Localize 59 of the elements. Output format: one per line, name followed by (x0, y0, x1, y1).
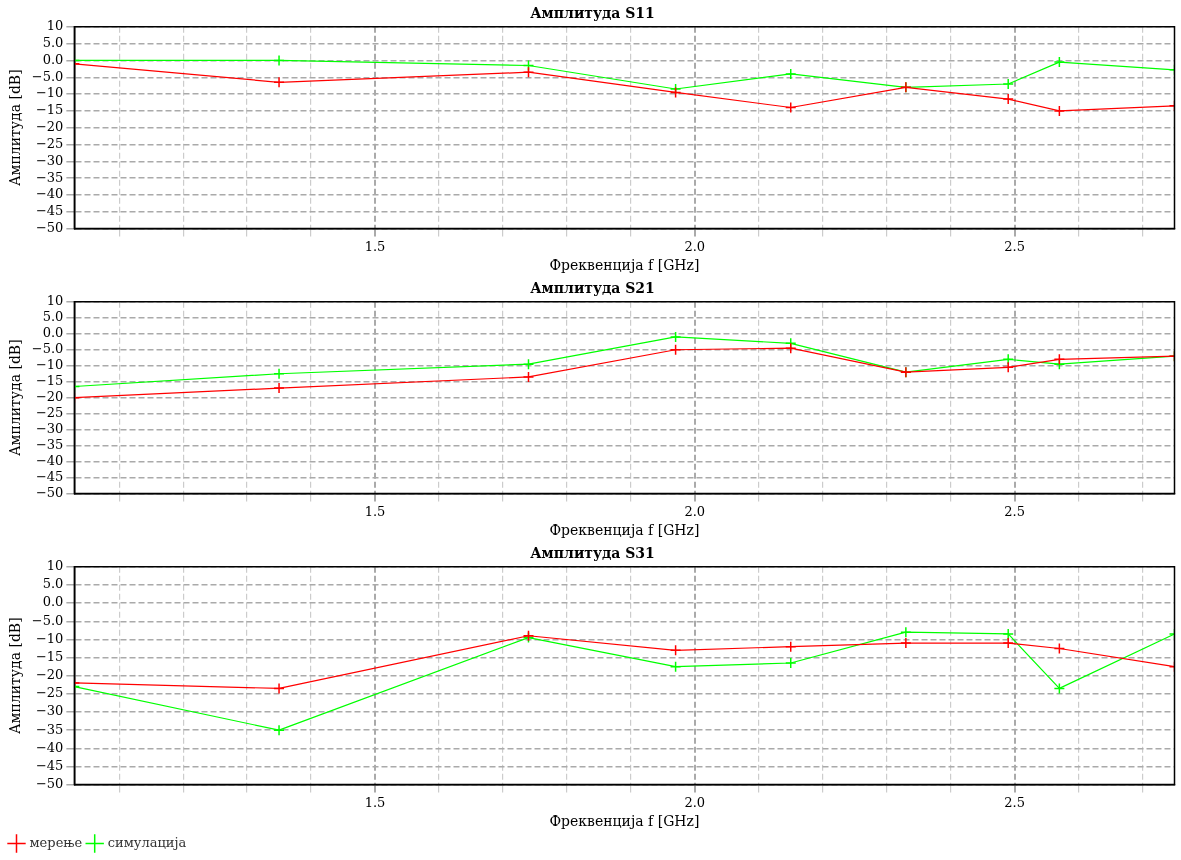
y-tick-label: 5.0 (42, 309, 64, 325)
y-tick-label: −35 (35, 437, 64, 453)
y-tick-label: 10 (46, 18, 64, 34)
y-axis-title: Амплитуда [dB] (7, 617, 24, 735)
y-tick-label: −20 (35, 667, 64, 683)
y-tick-label: −20 (35, 389, 64, 405)
y-tick-label: −35 (35, 721, 64, 737)
y-tick-label: 0.0 (42, 594, 64, 610)
x-tick-label: 1.5 (364, 503, 386, 519)
y-tick-label: −50 (35, 219, 64, 235)
y-tick-label: 0.0 (42, 325, 64, 341)
y-axis-title: Амплитуда [dB] (7, 339, 24, 457)
y-tick-label: −15 (35, 648, 64, 664)
x-tick-label: 1.5 (364, 794, 386, 810)
x-axis-title: Фреквенција f [GHz] (549, 522, 700, 539)
y-tick-label: −30 (35, 703, 64, 719)
x-axis-title: Фреквенција f [GHz] (549, 257, 700, 274)
y-tick-label: −50 (35, 775, 64, 791)
y-tick-label: −5.0 (31, 341, 64, 357)
x-tick-label: 2.0 (684, 238, 706, 254)
y-tick-label: −40 (35, 186, 64, 202)
chart-title: Амплитуда S31 (530, 545, 655, 562)
x-tick-label: 2.0 (684, 794, 706, 810)
y-tick-label: 0.0 (42, 51, 64, 67)
y-tick-label: −45 (35, 203, 64, 219)
x-tick-label: 2.0 (684, 503, 706, 519)
y-tick-label: 5.0 (42, 576, 64, 592)
y-tick-label: −45 (35, 757, 64, 773)
y-axis-title: Амплитуда [dB] (7, 69, 24, 187)
y-tick-label: −25 (35, 405, 64, 421)
y-tick-label: −10 (35, 357, 64, 373)
y-tick-label: −40 (35, 739, 64, 755)
y-tick-label: 10 (46, 293, 64, 309)
y-tick-label: 5.0 (42, 34, 64, 50)
y-tick-label: −10 (35, 85, 64, 101)
x-axis-title: Фреквенција f [GHz] (549, 813, 700, 830)
y-tick-label: −10 (35, 630, 64, 646)
y-tick-label: −5.0 (31, 68, 64, 84)
y-tick-label: −30 (35, 152, 64, 168)
y-tick-label: −20 (35, 119, 64, 135)
y-tick-label: −25 (35, 135, 64, 151)
legend-label: мерење (29, 834, 83, 850)
y-tick-label: −5.0 (31, 612, 64, 628)
legend-label: симулација (107, 834, 187, 850)
y-tick-label: −40 (35, 453, 64, 469)
x-tick-label: 1.5 (364, 238, 386, 254)
y-tick-label: −25 (35, 685, 64, 701)
chart-title: Амплитуда S21 (530, 280, 655, 297)
y-tick-label: −35 (35, 169, 64, 185)
y-tick-label: −30 (35, 421, 64, 437)
y-tick-label: 10 (46, 558, 64, 574)
y-tick-label: −50 (35, 484, 64, 500)
chart-title: Амплитуда S11 (530, 5, 655, 22)
y-tick-label: −15 (35, 102, 64, 118)
y-tick-label: −45 (35, 468, 64, 484)
x-tick-label: 2.5 (1004, 238, 1025, 254)
y-tick-label: −15 (35, 373, 64, 389)
x-tick-label: 2.5 (1004, 503, 1025, 519)
x-tick-label: 2.5 (1004, 794, 1025, 810)
